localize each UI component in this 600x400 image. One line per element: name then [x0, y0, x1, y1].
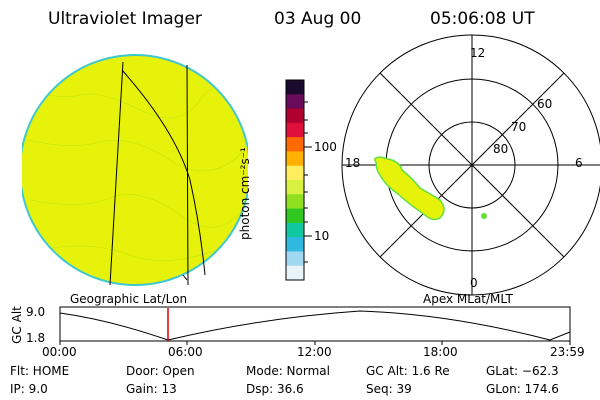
alt-axis-label: GC Alt	[10, 306, 24, 344]
time-tick-0: 00:00	[42, 345, 77, 359]
colorbar-band	[286, 222, 304, 238]
colorbar-band	[286, 108, 304, 124]
colorbar-band	[286, 208, 304, 224]
time-tick-1: 06:00	[168, 345, 203, 359]
date-label: 03 Aug 00	[274, 9, 362, 29]
colorbar-band	[286, 194, 304, 210]
geographic-caption: Geographic Lat/Lon	[70, 292, 188, 306]
info-glat: GLat: −62.3	[486, 364, 559, 378]
geographic-grid-lines	[109, 61, 206, 286]
aurora-region	[373, 156, 445, 221]
info-flt: Flt: HOME	[10, 364, 70, 378]
time-label: 05:06:08 UT	[430, 9, 535, 29]
geographic-image	[22, 54, 248, 286]
colorbar-band	[286, 180, 304, 195]
colorbar-band	[286, 265, 304, 281]
colorbar-tick-10: 10	[314, 229, 330, 243]
info-seq: Seq: 39	[366, 382, 412, 396]
info-dsp: Dsp: 36.6	[246, 382, 304, 396]
info-glon: GLon: 174.6	[486, 382, 559, 396]
info-gain: Gain: 13	[126, 382, 177, 396]
colorbar-band	[286, 151, 304, 167]
colorbar	[286, 80, 304, 281]
mlt-0-label: 0	[470, 276, 478, 290]
colorbar-unit-label: photon cm⁻²s⁻¹	[238, 147, 252, 240]
apex-caption: Apex MLat/MLT	[423, 292, 513, 306]
mlat-60-label: 60	[537, 97, 553, 111]
colorbar-tick-100: 100	[314, 140, 337, 154]
altitude-strip	[59, 306, 571, 345]
mlat-70-label: 70	[511, 120, 527, 134]
aurora-spot	[481, 213, 487, 219]
colorbar-band	[286, 80, 304, 95]
colorbar-band	[286, 94, 304, 110]
polar-plot	[341, 34, 600, 296]
mlt-12-label: 12	[470, 46, 486, 60]
mlat-80-label: 80	[493, 142, 509, 156]
colorbar-band	[286, 165, 304, 181]
colorbar-band	[286, 251, 304, 267]
colorbar-band	[286, 137, 304, 152]
info-ip: IP: 9.0	[10, 382, 48, 396]
alt-y-max: 9.0	[26, 305, 46, 319]
info-door: Door: Open	[126, 364, 195, 378]
mlt-6-label: 6	[575, 156, 583, 170]
alt-y-min: 1.8	[26, 331, 46, 345]
time-tick-2: 12:00	[297, 345, 332, 359]
colorbar-band	[286, 237, 304, 252]
info-mode: Mode: Normal	[246, 364, 330, 378]
instrument-title: Ultraviolet Imager	[48, 9, 202, 29]
info-gcalt: GC Alt: 1.6 Re	[366, 364, 450, 378]
time-tick-4: 23:59	[550, 345, 585, 359]
mlt-18-label: 18	[345, 156, 361, 170]
time-tick-3: 18:00	[423, 345, 458, 359]
colorbar-band	[286, 122, 304, 138]
